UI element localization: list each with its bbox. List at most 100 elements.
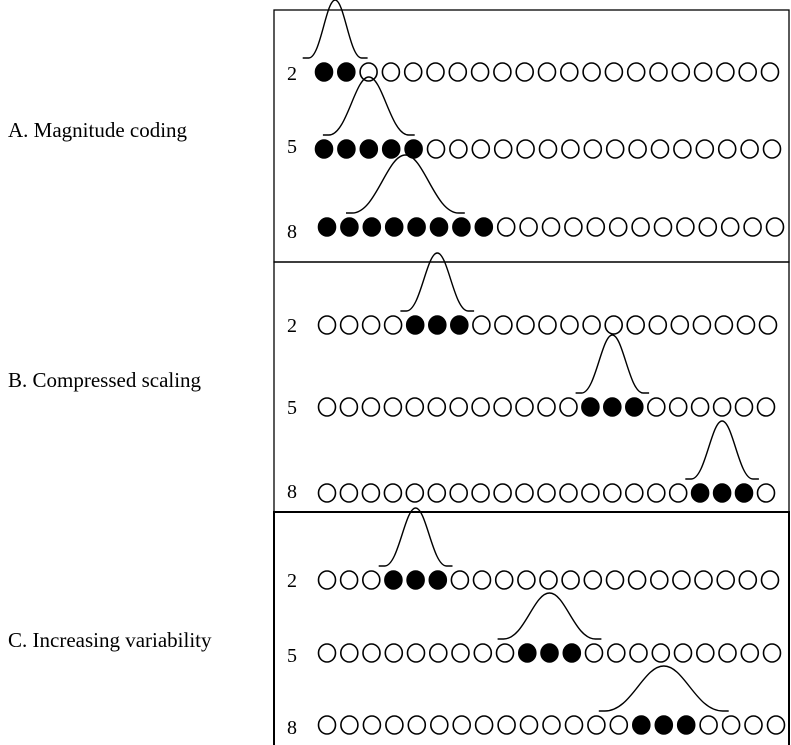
panel-label-increasing-variability: C. Increasing variability — [8, 628, 212, 652]
empty-unit — [496, 217, 516, 237]
empty-unit — [537, 483, 556, 503]
filled-unit — [427, 315, 447, 335]
empty-unit — [361, 483, 381, 503]
empty-unit — [646, 397, 666, 417]
panel-frame-compressed-scaling — [273, 261, 790, 513]
filled-unit — [690, 483, 710, 503]
filled-unit — [314, 139, 334, 159]
empty-unit — [631, 217, 650, 237]
empty-unit — [471, 139, 491, 159]
empty-unit — [762, 139, 782, 159]
row-number: 2 — [287, 315, 297, 337]
empty-unit — [451, 643, 470, 663]
empty-unit — [362, 643, 381, 663]
empty-unit — [538, 315, 557, 335]
empty-unit — [608, 217, 628, 237]
empty-unit — [651, 643, 671, 663]
empty-unit — [515, 397, 534, 417]
empty-unit — [383, 483, 403, 503]
empty-unit — [629, 643, 648, 663]
filled-unit — [381, 139, 401, 159]
empty-unit — [515, 483, 534, 503]
empty-unit — [474, 715, 494, 735]
empty-unit — [427, 397, 447, 417]
row-number: 8 — [287, 221, 297, 243]
filled-unit — [406, 570, 425, 590]
empty-unit — [559, 62, 579, 82]
filled-unit — [474, 217, 494, 237]
empty-unit — [427, 483, 447, 503]
filled-unit — [405, 315, 425, 335]
filled-unit — [449, 315, 469, 335]
empty-unit — [517, 570, 536, 590]
empty-unit — [628, 139, 647, 159]
panel-label-compressed-scaling: B. Compressed scaling — [8, 368, 202, 392]
empty-unit — [605, 139, 625, 159]
empty-unit — [493, 483, 512, 503]
filled-unit — [517, 643, 537, 663]
filled-unit — [428, 570, 448, 590]
empty-unit — [673, 139, 692, 159]
tuning-curve — [497, 592, 602, 640]
row-number: 8 — [287, 481, 297, 503]
tuning-curve — [575, 334, 650, 394]
filled-unit — [340, 217, 359, 237]
tuning-curve — [598, 665, 729, 712]
empty-unit — [339, 643, 359, 663]
filled-unit — [676, 715, 696, 735]
empty-unit — [587, 715, 606, 735]
empty-unit — [581, 483, 600, 503]
empty-unit — [583, 570, 603, 590]
empty-unit — [361, 570, 381, 590]
empty-unit — [584, 643, 604, 663]
tuning-curve — [685, 420, 759, 480]
empty-unit — [695, 643, 715, 663]
empty-unit — [449, 397, 469, 417]
empty-unit — [471, 397, 490, 417]
empty-unit — [740, 643, 760, 663]
empty-unit — [339, 397, 359, 417]
filled-unit — [734, 483, 754, 503]
empty-unit — [426, 62, 445, 82]
empty-unit — [471, 483, 490, 503]
filled-unit — [540, 643, 559, 663]
empty-unit — [494, 570, 514, 590]
empty-unit — [670, 315, 690, 335]
empty-unit — [758, 315, 778, 335]
empty-unit — [359, 62, 378, 82]
empty-unit — [317, 715, 337, 735]
filled-unit — [624, 397, 644, 417]
empty-unit — [734, 397, 754, 417]
empty-unit — [744, 715, 763, 735]
empty-unit — [541, 217, 561, 237]
empty-unit — [740, 139, 759, 159]
filled-unit — [429, 217, 449, 237]
empty-unit — [537, 397, 556, 417]
empty-unit — [406, 643, 426, 663]
empty-unit — [626, 315, 646, 335]
filled-unit — [602, 397, 622, 417]
empty-unit — [698, 217, 718, 237]
empty-unit — [624, 483, 644, 503]
empty-unit — [497, 715, 516, 735]
filled-unit — [712, 483, 732, 503]
empty-unit — [448, 62, 468, 82]
filled-unit — [562, 643, 582, 663]
empty-unit — [564, 715, 584, 735]
empty-unit — [653, 217, 673, 237]
filled-unit — [337, 139, 356, 159]
empty-unit — [695, 139, 715, 159]
row-number: 2 — [287, 570, 297, 592]
empty-unit — [671, 62, 691, 82]
filled-unit — [336, 62, 356, 82]
panel-frame-increasing-variability — [273, 511, 790, 745]
empty-unit — [472, 315, 491, 335]
empty-unit — [699, 715, 718, 735]
row-number: 2 — [287, 63, 297, 85]
empty-unit — [673, 643, 693, 663]
empty-unit — [583, 139, 603, 159]
empty-unit — [361, 315, 381, 335]
empty-unit — [494, 315, 513, 335]
empty-unit — [604, 315, 624, 335]
empty-unit — [605, 570, 625, 590]
